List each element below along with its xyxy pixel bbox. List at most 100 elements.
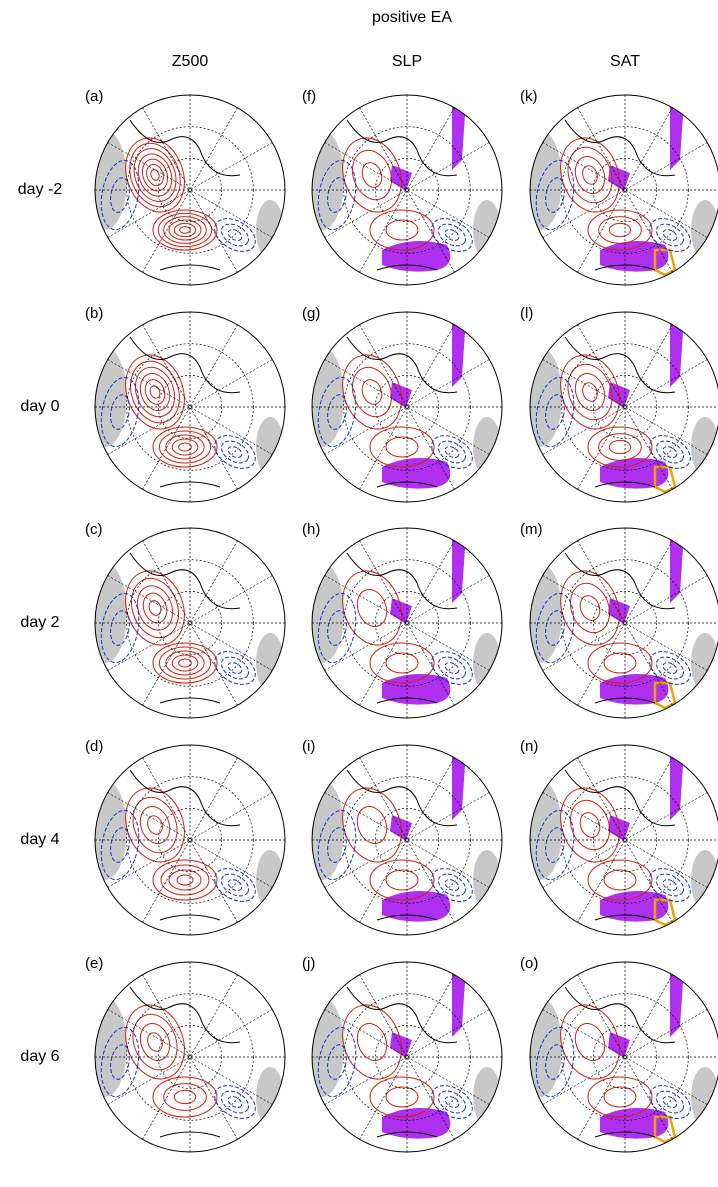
latitude-line	[562, 127, 689, 254]
land-shade	[691, 850, 718, 910]
row-label: day 2	[20, 614, 59, 631]
column-header: SAT	[610, 53, 640, 70]
contour	[580, 164, 600, 187]
latitude-line	[562, 560, 689, 687]
signif-area	[600, 458, 668, 489]
contour	[179, 443, 192, 451]
latitude-line	[562, 777, 689, 904]
map-panel	[83, 987, 284, 1137]
signif-area	[382, 1108, 450, 1139]
land-shade	[473, 850, 501, 910]
contour	[604, 870, 636, 890]
contour	[174, 1090, 195, 1103]
contour	[599, 217, 642, 244]
contour	[153, 210, 217, 250]
contour	[174, 223, 195, 236]
contour	[609, 440, 630, 453]
latitude-line	[344, 560, 471, 687]
column-header: SLP	[392, 53, 422, 70]
latitude-line	[344, 127, 471, 254]
map-panel	[518, 967, 718, 1142]
panel-label: (h)	[302, 521, 320, 538]
contour	[164, 1084, 207, 1111]
signif-area	[382, 241, 450, 272]
map-panel	[83, 553, 284, 703]
contour	[386, 653, 418, 673]
panel-label: (e)	[85, 955, 103, 972]
contour	[352, 802, 391, 847]
contour	[153, 860, 217, 900]
contour	[135, 802, 174, 847]
contour	[604, 653, 636, 673]
contour	[153, 427, 217, 467]
row-label: day -2	[18, 181, 63, 198]
latitude-line	[344, 994, 471, 1121]
contour	[599, 434, 642, 461]
contour	[346, 145, 398, 205]
contour	[386, 437, 418, 457]
column-header: Z500	[172, 53, 209, 70]
contour	[135, 369, 174, 414]
figure: positive EA Z500 SLP SAT day -2 day 0 day 2 da…	[0, 0, 718, 1187]
contour	[116, 130, 195, 221]
contour	[177, 875, 193, 885]
panel-label: (m)	[520, 521, 543, 538]
contour	[346, 362, 398, 422]
panel-label: (a)	[85, 88, 103, 105]
signif-area	[382, 891, 450, 922]
contour	[135, 1019, 174, 1064]
row-label: day 4	[20, 831, 59, 848]
contour	[147, 599, 163, 617]
contour	[139, 590, 170, 626]
contour	[116, 997, 195, 1088]
panel-label: (i)	[302, 738, 315, 755]
signif-area	[600, 1108, 668, 1139]
contour	[144, 162, 166, 188]
panel-label: (d)	[85, 738, 103, 755]
contour	[129, 362, 181, 422]
map-panel	[83, 770, 284, 920]
contour	[386, 1087, 418, 1107]
land-shade	[256, 1067, 284, 1127]
map-panel	[518, 750, 718, 925]
latitude-line	[127, 994, 254, 1121]
land-shade	[256, 633, 284, 693]
signif-area	[382, 458, 450, 489]
land-shade	[473, 417, 501, 477]
contour	[352, 585, 391, 630]
contour	[580, 381, 600, 404]
contour	[570, 369, 609, 414]
land-shade	[473, 1067, 501, 1127]
contour	[570, 152, 609, 197]
contour	[169, 870, 201, 890]
panel-label: (c)	[85, 521, 103, 538]
signif-area	[382, 674, 450, 705]
contour	[124, 572, 187, 644]
contour	[145, 814, 165, 837]
row-label: day 6	[20, 1048, 59, 1065]
land-shade	[256, 417, 284, 477]
map-panel	[518, 317, 718, 492]
contour	[604, 1087, 636, 1107]
contour	[564, 578, 616, 638]
contour	[145, 1031, 165, 1054]
signif-area	[600, 241, 668, 272]
panel-label: (n)	[520, 738, 538, 755]
contour	[138, 156, 172, 195]
land-shade	[473, 633, 501, 693]
contour	[126, 791, 185, 859]
panel-label: (b)	[85, 305, 103, 322]
contour	[149, 169, 160, 182]
map-panel	[518, 100, 718, 275]
figure-title: positive EA	[372, 9, 452, 26]
contour	[116, 563, 195, 654]
contour	[153, 643, 217, 683]
panel-label: (f)	[302, 88, 316, 105]
contour	[126, 1008, 185, 1076]
land-shade	[256, 200, 284, 260]
contour	[116, 347, 195, 438]
signif-area	[600, 674, 668, 705]
row-label: day 0	[20, 398, 59, 415]
panel-label: (l)	[520, 305, 533, 322]
contour	[570, 1019, 609, 1064]
